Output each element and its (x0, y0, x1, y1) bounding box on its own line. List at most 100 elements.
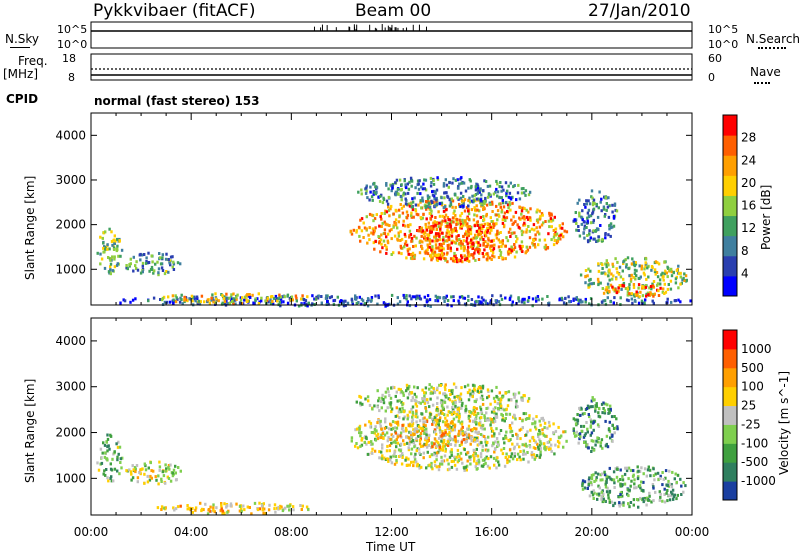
power-cell (399, 244, 402, 248)
velocity-cell (435, 454, 438, 458)
power-cell (459, 196, 463, 200)
velocity-cell (646, 498, 650, 502)
power-cell (508, 250, 511, 254)
power-cell (214, 301, 217, 305)
velocity-cell (370, 431, 374, 434)
velocity-cell (103, 469, 106, 473)
velocity-cell (592, 439, 595, 443)
power-cell (172, 268, 176, 271)
velocity-cell (622, 503, 625, 507)
power-cell (462, 202, 465, 206)
velocity-cell (673, 477, 676, 481)
power-cell (405, 186, 408, 190)
velocity-cell (583, 480, 587, 484)
power-cell (553, 239, 556, 242)
velocity-cell (149, 474, 152, 478)
power-cell (467, 204, 470, 208)
power-cell (118, 239, 121, 243)
velocity-cell (526, 417, 529, 420)
velocity-cell (381, 446, 384, 450)
power-cell (500, 297, 504, 301)
velocity-cell (440, 459, 443, 463)
power-cell (455, 237, 458, 241)
power-cell (390, 237, 393, 241)
power-cell (548, 213, 551, 217)
velocity-cell (513, 445, 516, 449)
velocity-cell (596, 423, 600, 427)
power-cell (161, 253, 164, 257)
power-cell (472, 256, 475, 260)
power-cell (114, 239, 117, 243)
power-cell (431, 226, 435, 230)
power-cell (400, 198, 403, 202)
velocity-cell (541, 428, 544, 432)
velocity-cell (150, 469, 153, 473)
power-cell (670, 267, 673, 271)
power-cell (158, 256, 162, 260)
power-colorbar-cell (723, 215, 737, 237)
velocity-cell (417, 429, 421, 433)
velocity-cell (592, 428, 595, 432)
velocity-cell (493, 432, 496, 436)
power-cell (150, 265, 154, 269)
velocity-cell (492, 442, 495, 446)
power-cell (400, 187, 403, 191)
power-cell (149, 268, 153, 271)
power-cell (404, 240, 408, 244)
power-cell (683, 279, 686, 282)
power-cell (582, 220, 586, 224)
velocity-cell (604, 419, 607, 423)
power-cell (435, 200, 438, 204)
power-cell (342, 304, 346, 308)
power-cell (496, 218, 499, 222)
power-cell (370, 231, 373, 235)
power-cell (440, 196, 443, 200)
power-cell (656, 261, 659, 265)
power-cell (495, 204, 498, 208)
power-cell (460, 226, 463, 230)
power-cell (604, 272, 607, 276)
power-cell (228, 296, 231, 300)
velocity-cell (279, 506, 282, 510)
power-cell (607, 263, 610, 267)
velocity-cell (628, 488, 631, 492)
velocity-cell (442, 459, 446, 463)
velocity-cell (539, 423, 542, 427)
velocity-cell (369, 443, 373, 446)
power-cell (459, 226, 462, 230)
velocity-cell (522, 412, 525, 416)
velocity-cell (594, 471, 597, 475)
velocity-cell (424, 420, 427, 424)
power-cell (527, 193, 531, 197)
power-cell (531, 304, 534, 308)
velocity-cell (465, 433, 469, 437)
power-cell (469, 232, 473, 236)
power-cell (645, 292, 648, 296)
power-cell (457, 185, 460, 188)
velocity-cell (374, 438, 378, 442)
power-cell (467, 298, 470, 302)
power-cell (505, 191, 508, 195)
velocity-cell (160, 480, 163, 483)
velocity-cell (627, 466, 631, 470)
velocity-cell (435, 444, 438, 448)
power-cell (537, 298, 540, 302)
power-cell (462, 221, 465, 225)
velocity-cell (512, 415, 515, 419)
velocity-cell (512, 447, 516, 451)
velocity-cell (106, 476, 109, 480)
velocity-cell (578, 432, 582, 436)
velocity-cell (395, 406, 398, 410)
velocity-cell (162, 506, 166, 510)
velocity-cell (397, 423, 400, 427)
velocity-cell (466, 451, 469, 455)
power-cell (619, 275, 623, 279)
velocity-cell (514, 405, 518, 409)
velocity-cell (646, 468, 650, 472)
power-cell (394, 193, 397, 197)
power-cell (509, 181, 512, 185)
velocity-cell (645, 503, 648, 507)
velocity-cell (627, 477, 630, 481)
power-cell (600, 300, 604, 304)
velocity-cell (487, 390, 490, 393)
